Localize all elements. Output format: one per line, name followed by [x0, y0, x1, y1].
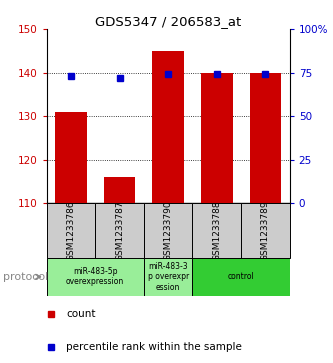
Bar — [192, 258, 290, 296]
Text: percentile rank within the sample: percentile rank within the sample — [66, 342, 242, 352]
Text: GSM1233788: GSM1233788 — [212, 200, 221, 261]
Bar — [95, 203, 144, 258]
Bar — [47, 203, 95, 258]
Bar — [153, 51, 184, 203]
Bar — [201, 73, 232, 203]
Bar — [192, 203, 241, 258]
Text: count: count — [66, 309, 96, 319]
Bar — [144, 258, 192, 296]
Title: GDS5347 / 206583_at: GDS5347 / 206583_at — [95, 15, 241, 28]
Text: miR-483-5p
overexpression: miR-483-5p overexpression — [66, 267, 124, 286]
Text: GSM1233789: GSM1233789 — [261, 200, 270, 261]
Text: control: control — [228, 272, 254, 281]
Bar — [104, 177, 135, 203]
Bar — [55, 112, 87, 203]
Bar — [144, 203, 192, 258]
Text: GSM1233787: GSM1233787 — [115, 200, 124, 261]
Bar — [47, 258, 144, 296]
Text: GSM1233786: GSM1233786 — [66, 200, 76, 261]
Bar — [250, 73, 281, 203]
Text: miR-483-3
p overexpr
ession: miR-483-3 p overexpr ession — [148, 262, 189, 292]
Bar — [241, 203, 290, 258]
Text: protocol: protocol — [3, 272, 49, 282]
Text: GSM1233790: GSM1233790 — [164, 200, 173, 261]
